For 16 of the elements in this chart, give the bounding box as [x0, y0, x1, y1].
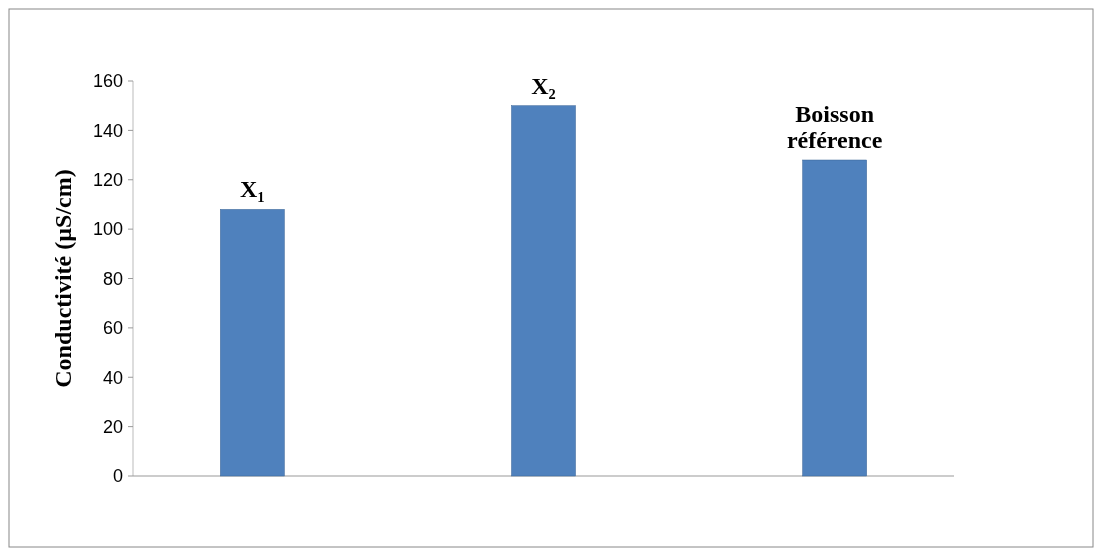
- y-tick-label: 20: [102, 416, 123, 437]
- x-tick-label: X₁: [240, 176, 265, 203]
- y-tick-label: 60: [102, 318, 123, 339]
- bar: [802, 159, 867, 477]
- y-tick-label: 40: [102, 367, 123, 388]
- bar: [220, 209, 285, 477]
- y-tick-label: 0: [112, 466, 123, 487]
- y-tick-label: 80: [102, 268, 123, 289]
- y-tick-label: 160: [92, 71, 123, 92]
- y-tick-label: 100: [92, 219, 123, 240]
- y-tick-label: 140: [92, 120, 123, 141]
- y-axis-title: Conductivité (µS/cm): [50, 169, 76, 388]
- bar: [511, 105, 576, 477]
- x-tick-label: Boisson référence: [786, 101, 883, 153]
- x-tick-label: X₂: [531, 72, 556, 99]
- y-tick-label: 120: [92, 170, 123, 191]
